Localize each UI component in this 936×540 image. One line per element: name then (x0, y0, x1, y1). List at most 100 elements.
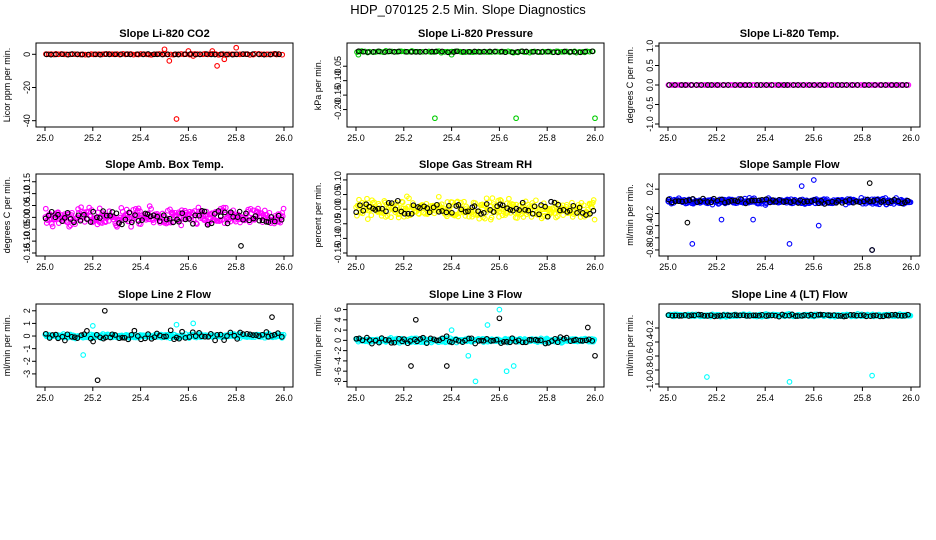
x-tick-label: 25.8 (538, 133, 556, 143)
data-point (137, 208, 143, 214)
data-point (196, 330, 202, 336)
data-point (65, 211, 72, 217)
x-tick-label: 25.6 (491, 133, 509, 143)
y-tick-label: 2 (333, 328, 343, 333)
data-point (583, 337, 590, 344)
data-point (64, 209, 71, 216)
data-point (694, 199, 701, 205)
data-point (513, 205, 520, 212)
data-point (385, 200, 392, 206)
y-axis-label: kPa per min. (313, 60, 323, 111)
data-point (850, 312, 857, 318)
data-point (78, 332, 85, 338)
data-point (137, 51, 144, 57)
data-point (714, 82, 721, 88)
plot-frame (346, 173, 605, 257)
data-point (63, 218, 69, 224)
data-point (61, 51, 67, 58)
data-point (99, 220, 105, 226)
data-point (147, 213, 154, 220)
data-point (75, 212, 82, 219)
data-point (678, 312, 685, 319)
data-point (872, 82, 878, 88)
data-point (388, 200, 395, 206)
data-point (42, 215, 49, 222)
data-point (516, 207, 523, 213)
data-point (570, 202, 577, 209)
data-point (86, 212, 93, 219)
data-point (869, 247, 875, 253)
data-point (265, 51, 272, 58)
x-tick-label: 25.8 (227, 262, 245, 272)
data-point (704, 374, 710, 380)
data-point (837, 312, 844, 319)
data-point (90, 338, 96, 345)
data-point (809, 82, 815, 88)
data-point (207, 331, 214, 337)
data-point (471, 203, 478, 209)
data-point (127, 51, 134, 58)
data-point (499, 202, 506, 209)
data-point (148, 51, 155, 58)
data-point (669, 312, 676, 319)
plot-frame (346, 303, 605, 388)
data-point (410, 202, 417, 209)
data-point (279, 51, 286, 58)
data-point (704, 199, 711, 205)
data-point (195, 204, 202, 211)
data-point (784, 82, 791, 88)
data-point (711, 313, 718, 320)
y-tick-label: 0.00 (22, 209, 32, 227)
data-point (376, 339, 382, 346)
data-point (237, 51, 243, 58)
data-point (212, 51, 218, 58)
data-point (492, 48, 498, 55)
data-point (510, 201, 517, 208)
data-point (808, 311, 814, 318)
data-point (412, 316, 419, 323)
data-point (850, 199, 857, 206)
data-point (250, 51, 256, 57)
data-point (163, 216, 170, 223)
data-point (557, 207, 563, 214)
data-point (85, 51, 92, 58)
y-tick-label: -4 (333, 357, 343, 365)
data-point (190, 320, 197, 327)
data-point (179, 210, 186, 217)
data-point (395, 48, 402, 55)
data-point (496, 315, 503, 322)
data-point (847, 312, 854, 318)
data-point (131, 327, 138, 334)
data-point (123, 51, 130, 58)
data-point (59, 333, 66, 340)
data-point (101, 307, 108, 314)
data-point (905, 82, 912, 88)
data-point (513, 115, 519, 122)
data-point (243, 210, 249, 217)
data-point (458, 206, 465, 213)
data-point (269, 314, 275, 320)
y-axis-label: ml/min per min. (625, 184, 635, 246)
data-point (566, 207, 573, 214)
x-tick-label: 25.4 (443, 133, 461, 143)
x-tick-label: 25.4 (443, 262, 461, 272)
data-point (498, 48, 505, 55)
data-point (66, 223, 73, 230)
data-point (548, 198, 554, 205)
data-point (542, 340, 549, 347)
data-point (545, 48, 552, 55)
data-point (483, 201, 490, 207)
data-point (708, 199, 715, 206)
panel-title: Slope Gas Stream RH (419, 159, 532, 171)
y-tick-label: -0.8 (645, 362, 655, 378)
data-point (580, 202, 587, 209)
x-tick-label: 25.0 (347, 262, 365, 272)
data-point (82, 51, 89, 58)
y-tick-label: -0.20 (333, 99, 343, 120)
data-point (391, 339, 398, 346)
data-point (176, 218, 182, 225)
x-tick-label: 25.2 (708, 393, 726, 403)
data-point (746, 82, 753, 88)
data-point (229, 51, 236, 58)
data-point (683, 198, 689, 204)
